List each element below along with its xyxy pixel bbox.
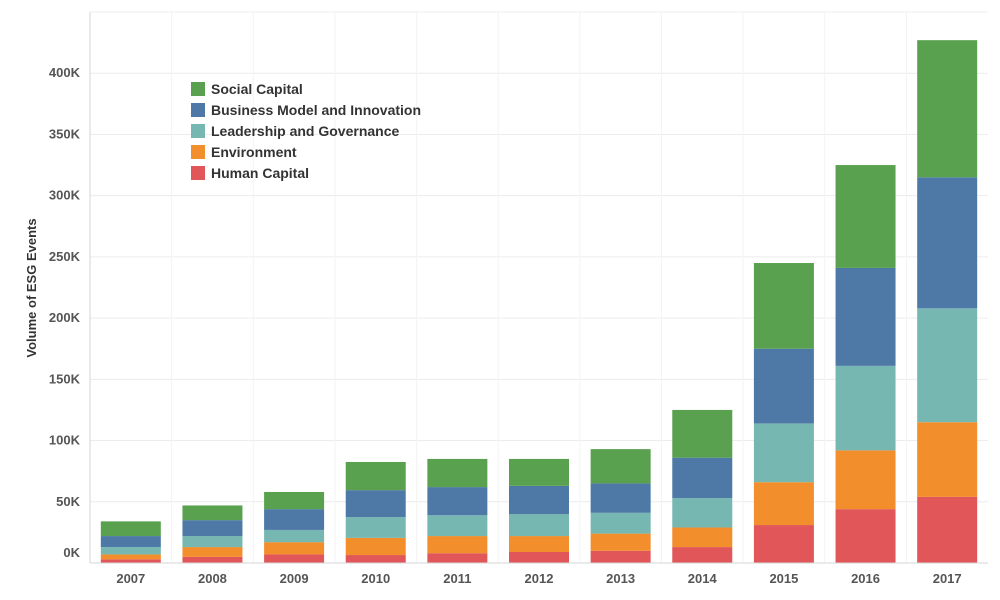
bar-segment xyxy=(835,365,896,451)
y-tick-label: 100K xyxy=(49,433,81,448)
bar-segment xyxy=(182,547,243,557)
bar-segment xyxy=(753,525,814,563)
y-tick-label: 150K xyxy=(49,371,81,386)
bar-segment xyxy=(427,458,488,488)
legend-swatch xyxy=(191,145,205,159)
bar-segment xyxy=(509,458,569,486)
x-tick-label: 2007 xyxy=(116,571,145,586)
bar-segment xyxy=(264,542,325,555)
bar-segment xyxy=(917,308,978,423)
legend-item: Social Capital xyxy=(191,81,303,97)
bar-segment xyxy=(835,509,896,563)
bar-segment xyxy=(427,553,488,563)
y-tick-label: 0K xyxy=(63,545,80,560)
bar-segment xyxy=(753,482,814,526)
bar-segment xyxy=(100,559,161,563)
bar-segment xyxy=(345,490,406,518)
y-tick-label: 200K xyxy=(49,310,81,325)
bar-segment xyxy=(672,527,733,548)
legend-item: Business Model and Innovation xyxy=(191,102,421,118)
legend-item: Environment xyxy=(191,144,297,160)
bar-segment xyxy=(753,263,814,349)
bar-segment xyxy=(753,348,814,424)
x-axis-ticks: 2007 2008 2009 2010 2011 2012 2013 2014 2015 2016… xyxy=(116,571,961,586)
legend-swatch xyxy=(191,82,205,96)
x-tick-label: 2013 xyxy=(606,571,635,586)
legend-label: Leadership and Governance xyxy=(211,123,399,139)
bar-segment xyxy=(753,423,814,483)
bar-segment xyxy=(427,536,488,554)
x-tick-label: 2015 xyxy=(769,571,798,586)
x-tick-label: 2012 xyxy=(525,571,554,586)
bar-segment xyxy=(590,483,651,513)
bar-segment xyxy=(100,554,161,560)
bar-segment xyxy=(672,409,733,458)
bar-segment xyxy=(590,512,651,534)
bar-segment xyxy=(835,267,896,366)
x-tick-label: 2011 xyxy=(443,571,471,586)
x-tick-label: 2010 xyxy=(361,571,390,586)
bar-segment xyxy=(427,515,488,537)
bar-segment xyxy=(590,533,651,551)
bar-segment xyxy=(835,165,896,268)
axes xyxy=(89,12,988,564)
bar-segment xyxy=(182,520,243,537)
bar-segment xyxy=(345,555,406,563)
bar-segment xyxy=(917,40,978,178)
y-tick-label: 400K xyxy=(49,65,81,80)
legend-swatch xyxy=(191,166,205,180)
legend-item: Human Capital xyxy=(191,165,309,181)
bar-segment xyxy=(672,498,733,528)
bar-segment xyxy=(264,529,325,543)
x-tick-label: 2008 xyxy=(198,571,227,586)
x-tick-label: 2016 xyxy=(851,571,880,586)
legend-swatch xyxy=(191,103,205,117)
x-tick-label: 2017 xyxy=(933,571,962,586)
y-tick-label: 350K xyxy=(49,126,81,141)
bar-segment xyxy=(835,450,896,510)
bar-segment xyxy=(182,505,243,521)
bar-segment xyxy=(264,509,325,530)
y-axis-title: Volume of ESG Events xyxy=(24,218,39,357)
bar-segment xyxy=(345,517,406,538)
bar-segment xyxy=(100,547,161,555)
bar-segment xyxy=(264,491,325,510)
y-axis-ticks: 0K 50K 100K 150K 200K 250K 300K 350K 400K xyxy=(49,65,81,560)
legend-swatch xyxy=(191,124,205,138)
bar-segment xyxy=(917,177,978,309)
bar-segment xyxy=(509,551,569,563)
bar-segment xyxy=(264,554,325,563)
bar-segment xyxy=(427,487,488,516)
legend-label: Environment xyxy=(211,144,297,160)
x-tick-label: 2014 xyxy=(688,571,718,586)
bar-segment xyxy=(100,536,161,548)
bar-segment xyxy=(182,556,243,563)
bar-segment xyxy=(182,536,243,548)
legend-label: Business Model and Innovation xyxy=(211,102,421,118)
y-tick-label: 50K xyxy=(56,494,80,509)
bar-segment xyxy=(100,521,161,537)
y-tick-label: 250K xyxy=(49,249,81,264)
gridlines xyxy=(90,11,988,563)
bar-segment xyxy=(345,537,406,556)
bar-segment xyxy=(917,422,978,497)
bar-segment xyxy=(672,547,733,563)
bar-segment xyxy=(590,449,651,484)
bars xyxy=(100,40,978,563)
x-tick-label: 2009 xyxy=(280,571,309,586)
legend-item: Leadership and Governance xyxy=(191,123,399,139)
bar-segment xyxy=(509,536,569,552)
legend-label: Human Capital xyxy=(211,165,309,181)
bar-segment xyxy=(509,514,569,537)
y-tick-label: 300K xyxy=(49,188,81,203)
bar-segment xyxy=(917,496,978,563)
bar-segment xyxy=(509,485,569,515)
legend: Social Capital Business Model and Innovat… xyxy=(191,81,421,181)
bar-segment xyxy=(672,457,733,499)
bar-segment xyxy=(590,550,651,563)
bar-segment xyxy=(345,461,406,491)
legend-label: Social Capital xyxy=(211,81,303,97)
